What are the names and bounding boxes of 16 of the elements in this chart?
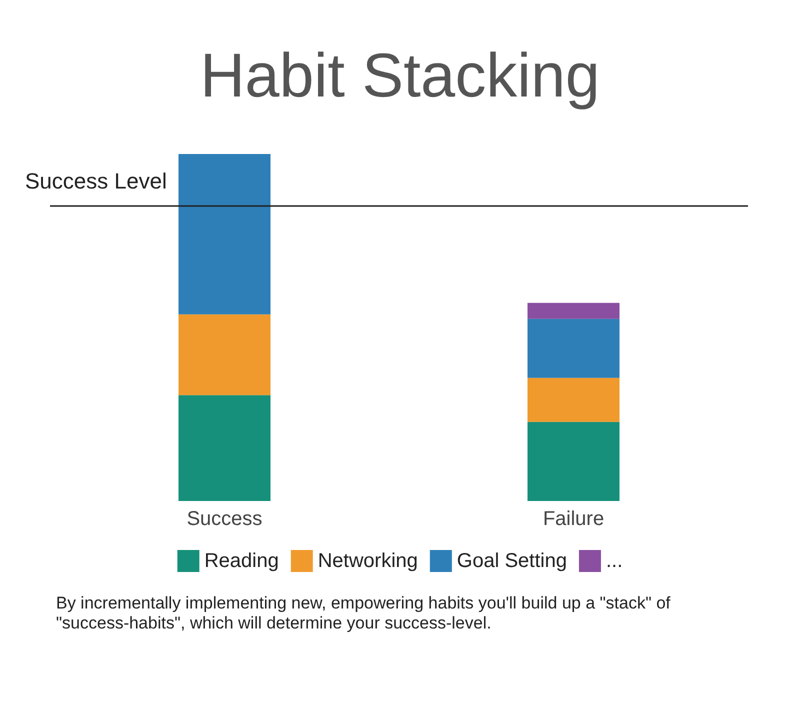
legend-label: Networking xyxy=(318,550,418,572)
bar xyxy=(178,154,270,314)
bar xyxy=(178,314,270,396)
bar xyxy=(528,302,620,319)
bar xyxy=(178,395,270,501)
legend-label: Reading xyxy=(204,550,279,572)
chart-title: Habit Stacking xyxy=(200,42,600,110)
x-tick-label: Success xyxy=(186,508,262,530)
text: By incrementally implementing new, empowering habits you'll build up a "stack" of "success-habits", which will determine your success-level. xyxy=(56,594,676,632)
ref-line-label: Success Level xyxy=(25,168,167,194)
bar xyxy=(528,318,620,378)
bar xyxy=(528,378,620,422)
legend-label: ... xyxy=(606,550,623,572)
legend-label: Goal Setting xyxy=(456,550,567,572)
x-tick-label: Failure xyxy=(542,508,604,530)
bar xyxy=(528,422,620,501)
